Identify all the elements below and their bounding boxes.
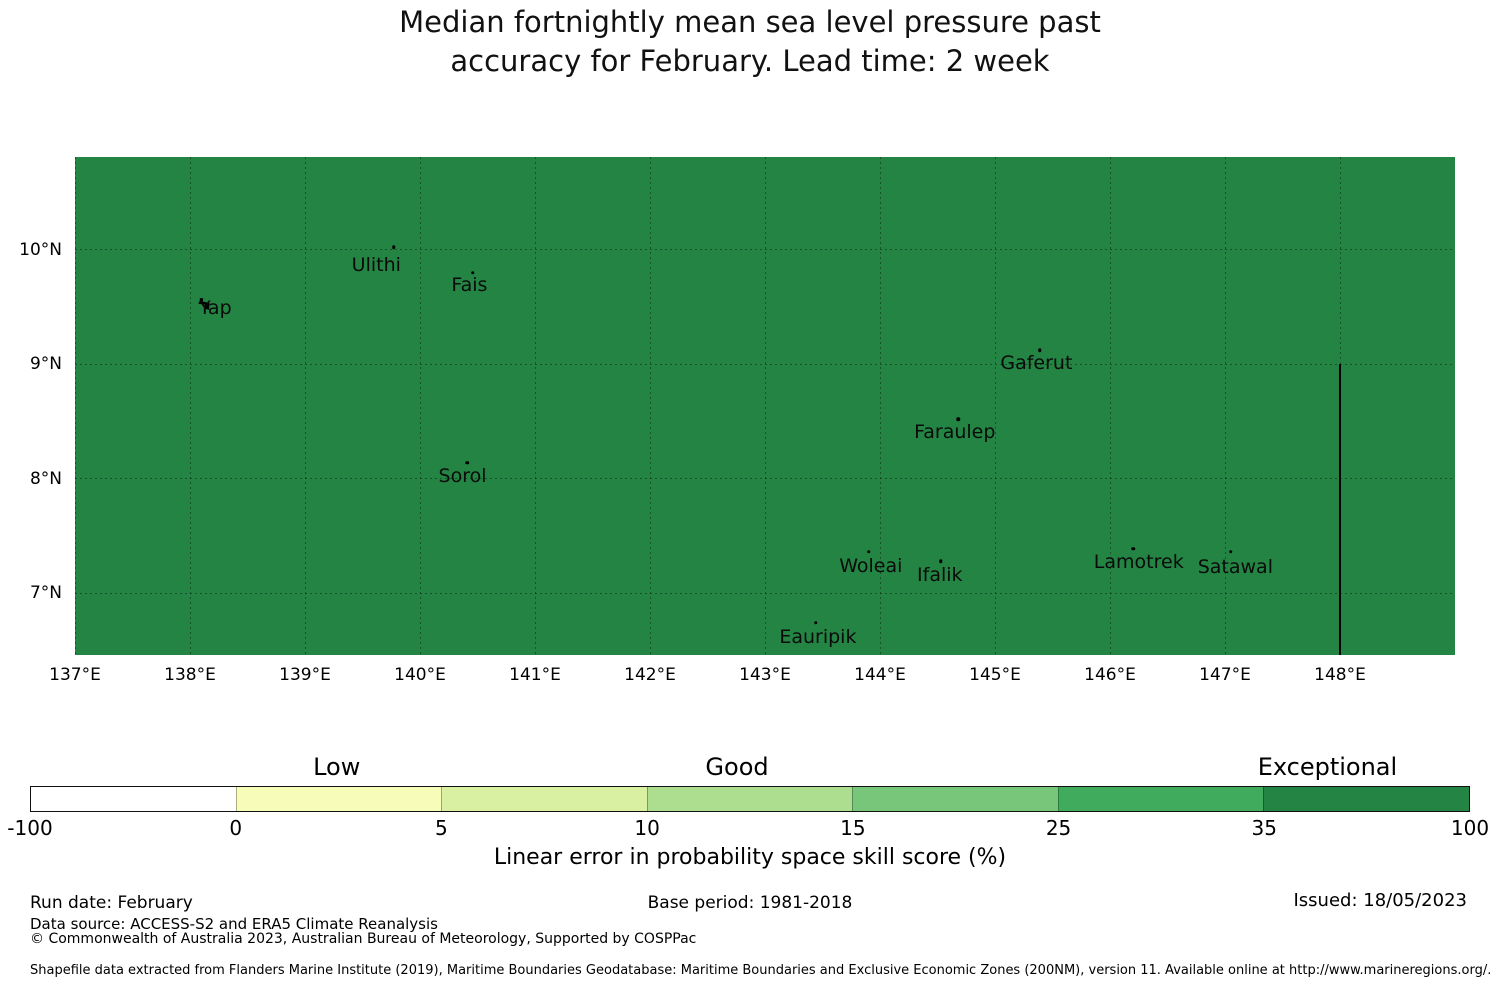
colorbar-segment [646,787,853,811]
gridline-latitude [75,592,1455,594]
island-label: Woleai [839,554,903,577]
island-marker [1038,348,1042,353]
colorbar-segment [852,787,1058,811]
colorbar-tick-label: 15 [840,816,866,840]
island-marker [465,460,469,465]
gridline-latitude [75,249,1455,251]
issued-date-text: Issued: 18/05/2023 [1293,890,1467,911]
colorbar-segment [1263,787,1470,811]
figure-title: Median fortnightly mean sea level pressu… [0,3,1500,81]
colorbar-segment [235,787,442,811]
title-line-1: Median fortnightly mean sea level pressu… [399,5,1101,39]
base-period-text: Base period: 1981-2018 [647,893,853,913]
x-tick-label: 140°E [394,665,446,685]
x-tick-label: 145°E [969,665,1021,685]
gridline-longitude [879,157,881,655]
x-tick-label: 142°E [624,665,676,685]
colorbar-segment [441,787,647,811]
colorbar-tick-label: 10 [634,816,660,840]
colorbar-segment [1057,787,1264,811]
island-marker [1131,546,1135,551]
island-label: Lamotrek [1093,551,1184,574]
island-label: Eauripik [779,625,857,648]
colorbar-tick-label: 0 [229,816,243,840]
x-tick-label: 148°E [1314,665,1366,685]
copyright-text: © Commonwealth of Australia 2023, Austra… [30,931,697,947]
gridline-latitude [75,478,1455,480]
gridline-latitude [75,363,1455,365]
shapefile-note-text: Shapefile data extracted from Flanders M… [30,963,1492,978]
island-label: Fais [451,274,488,297]
y-tick-label: 8°N [29,468,62,489]
x-tick-label: 147°E [1199,665,1251,685]
gridline-longitude [994,157,996,655]
island-label: Sorol [438,465,487,488]
run-date-text: Run date: February [30,893,193,913]
colorbar-class-label: Low [313,753,361,781]
island-marker [813,621,818,625]
colorbar-tick-label: 35 [1251,816,1277,840]
colorbar-tick-label: -100 [7,816,53,840]
island-marker [391,245,396,250]
x-tick-label: 146°E [1084,665,1136,685]
colorbar-tick-label: 25 [1045,816,1072,840]
title-line-2: accuracy for February. Lead time: 2 week [450,44,1050,78]
y-tick-label: 9°N [29,354,62,375]
gridline-longitude [649,157,651,655]
x-tick-label: 139°E [279,665,331,685]
x-tick-label: 141°E [509,665,561,685]
colorbar-axis-label: Linear error in probability space skill … [493,845,1007,870]
gridline-longitude [419,157,421,655]
island-label: Ulithi [351,253,401,276]
island-label: Gaferut [1000,352,1073,375]
colorbar-class-label: Exceptional [1257,753,1398,781]
x-tick-label: 143°E [739,665,791,685]
colorbar [30,786,1470,812]
gridline-longitude [1224,157,1226,655]
colorbar-class-label: Good [705,753,769,781]
island-label: Ifalik [917,563,963,586]
island-marker [939,559,943,563]
colorbar-tick-label: 100 [1450,816,1490,840]
gridline-longitude [1109,157,1111,655]
x-tick-label: 138°E [164,665,216,685]
gridline-longitude [75,157,76,655]
gridline-longitude [189,157,191,655]
x-tick-label: 144°E [854,665,906,685]
x-tick-label: 137°E [49,665,101,685]
island-marker [866,550,871,554]
gridline-longitude [534,157,536,655]
island-marker [956,417,960,421]
island-label: Satawal [1197,555,1273,578]
gridline-longitude [304,157,306,655]
y-tick-label: 7°N [29,583,62,604]
colorbar-segment [31,787,236,811]
island-label: Faraulep [914,420,996,443]
y-tick-label: 10°N [19,239,62,260]
colorbar-tick-label: 5 [435,816,448,840]
island-label: Yap [198,297,232,320]
island-marker [1229,550,1233,554]
gridline-longitude [764,157,766,655]
map-region: Yap Ulithi Fais Sorol Gaferut Faraulep Woleai I… [75,157,1455,655]
eez-boundary-line [1339,364,1341,655]
island-marker [471,270,475,275]
data-source-text: Data source: ACCESS-S2 and ERA5 Climate … [30,915,438,933]
